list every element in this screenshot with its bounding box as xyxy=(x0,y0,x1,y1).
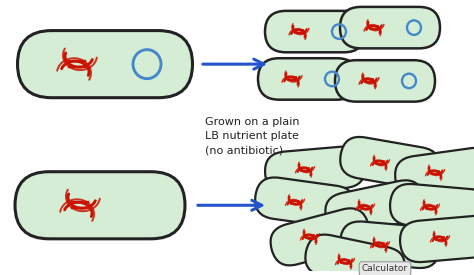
FancyBboxPatch shape xyxy=(255,177,355,227)
FancyBboxPatch shape xyxy=(340,221,440,268)
FancyBboxPatch shape xyxy=(18,31,192,98)
Text: Calculator: Calculator xyxy=(362,265,408,273)
FancyBboxPatch shape xyxy=(325,180,425,234)
FancyBboxPatch shape xyxy=(258,58,358,100)
FancyBboxPatch shape xyxy=(340,7,440,48)
FancyBboxPatch shape xyxy=(395,148,474,197)
FancyBboxPatch shape xyxy=(305,235,405,275)
Text: Grown on a plain
LB nutrient plate
(no antibiotic): Grown on a plain LB nutrient plate (no a… xyxy=(205,117,300,155)
FancyBboxPatch shape xyxy=(340,137,440,189)
FancyBboxPatch shape xyxy=(271,208,369,265)
FancyBboxPatch shape xyxy=(335,60,435,102)
FancyBboxPatch shape xyxy=(400,216,474,262)
FancyBboxPatch shape xyxy=(390,184,474,230)
FancyBboxPatch shape xyxy=(265,147,365,193)
FancyBboxPatch shape xyxy=(265,11,365,52)
FancyBboxPatch shape xyxy=(15,172,185,239)
